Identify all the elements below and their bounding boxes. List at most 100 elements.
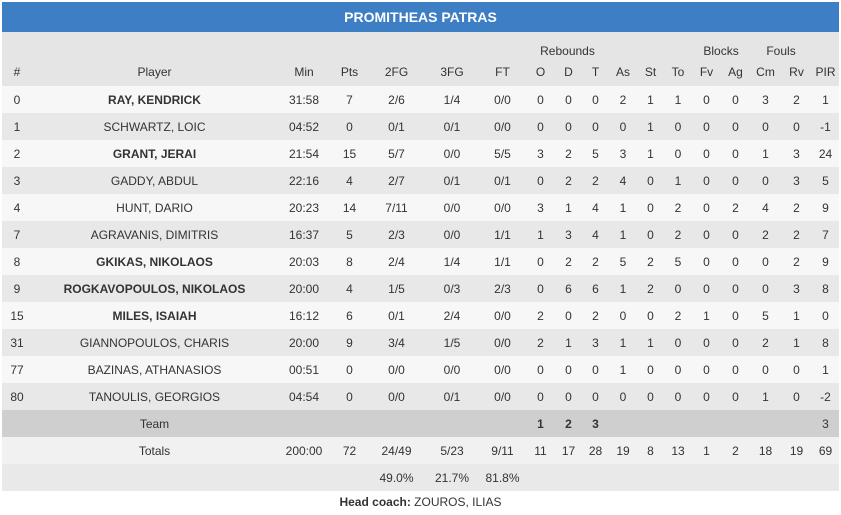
col-header-fv[interactable]: Fv	[699, 65, 714, 79]
col-header-d[interactable]: D	[564, 65, 573, 79]
stat-as: 2	[619, 92, 627, 107]
stat-o: 2	[537, 308, 544, 323]
stat-fg2: 0/0	[388, 362, 405, 377]
stat-d: 2	[565, 254, 572, 269]
totals-cm: 18	[758, 443, 773, 458]
stat-cm: 4	[762, 200, 769, 215]
player-name[interactable]: MILES, ISAIAH	[112, 308, 197, 323]
stat-st: 0	[647, 389, 654, 404]
stat-cm: 1	[762, 389, 769, 404]
col-header-number[interactable]: #	[13, 65, 21, 79]
stat-d: 0	[565, 362, 572, 377]
player-number: 0	[13, 92, 21, 107]
col-header-3fg[interactable]: 3FG	[440, 65, 464, 79]
stat-ag: 0	[732, 362, 739, 377]
pct-3fg: 21.7%	[434, 470, 470, 485]
stat-ft: 1/1	[494, 227, 511, 242]
stat-pir: -1	[820, 119, 831, 134]
stat-ag: 0	[732, 335, 739, 350]
stat-ag: 0	[732, 389, 739, 404]
stat-fg3: 0/1	[443, 173, 461, 188]
player-name[interactable]: AGRAVANIS, DIMITRIS	[90, 227, 219, 242]
stat-fg3: 0/0	[443, 200, 461, 215]
player-number: 77	[10, 362, 24, 377]
stat-fg2: 7/11	[385, 200, 408, 215]
stat-as: 1	[619, 227, 627, 242]
stat-cm: 0	[762, 254, 769, 269]
boxscore-table: Rebounds Blocks Fouls # Player Min Pts 2…	[2, 32, 840, 491]
player-name[interactable]: SCHWARTZ, LOIC	[103, 119, 206, 134]
stat-min: 16:12	[288, 308, 320, 323]
col-header-ft[interactable]: FT	[495, 65, 510, 79]
player-name[interactable]: GRANT, JERAI	[112, 146, 197, 161]
player-row: 15 MILES, ISAIAH 16:12 6 0/1 2/4 0/0 2 0 2 0 0 2 1 0 5 1…	[2, 302, 840, 329]
stat-o: 2	[537, 335, 544, 350]
player-row: 4 HUNT, DARIO 20:23 14 7/11 0/0 0/0 3 1 4 1 0 2 0 2 4 2 9	[2, 194, 840, 221]
stat-rv: 1	[793, 335, 800, 350]
player-name[interactable]: TANOULIS, GEORGIOS	[88, 389, 221, 404]
col-header-min[interactable]: Min	[294, 65, 314, 79]
stat-min: 04:54	[288, 389, 320, 404]
stat-pir: 8	[822, 281, 829, 296]
col-header-st[interactable]: St	[644, 65, 657, 79]
col-header-rv[interactable]: Rv	[789, 65, 804, 79]
player-name[interactable]: RAY, KENDRICK	[108, 92, 201, 107]
stat-min: 20:00	[288, 281, 320, 296]
stat-cm: 1	[762, 146, 769, 161]
stat-fg3: 0/1	[443, 389, 461, 404]
player-number: 9	[13, 281, 21, 296]
col-header-as[interactable]: As	[616, 65, 631, 79]
player-name[interactable]: BAZINAS, ATHANASIOS	[87, 362, 222, 377]
stat-as: 1	[619, 200, 627, 215]
player-name[interactable]: GIANNOPOULOS, CHARIS	[79, 335, 230, 350]
stat-fg2: 3/4	[388, 335, 405, 350]
player-name[interactable]: GADDY, ABDUL	[110, 173, 199, 188]
stat-ag: 0	[732, 254, 739, 269]
stat-ft: 0/0	[494, 389, 511, 404]
stat-cm: 0	[762, 119, 769, 134]
col-header-t[interactable]: T	[591, 65, 600, 79]
stat-fg3: 1/4	[443, 92, 461, 107]
player-number: 31	[10, 335, 24, 350]
stat-fg2: 0/1	[388, 119, 405, 134]
player-row: 77 BAZINAS, ATHANASIOS 00:51 0 0/0 0/0 0/0 0 0 0 1…	[2, 356, 840, 383]
player-name[interactable]: ROGKAVOPOULOS, NIKOLAOS	[63, 281, 246, 296]
team-d: 2	[565, 416, 572, 431]
stat-rv: 3	[793, 281, 800, 296]
stat-rv: 0	[793, 389, 800, 404]
stat-st: 0	[647, 200, 654, 215]
stat-pts: 0	[346, 362, 353, 377]
col-header-ag[interactable]: Ag	[728, 65, 743, 79]
stat-rv: 3	[793, 146, 800, 161]
team-row: Team 1 2 3 3	[2, 410, 840, 437]
stat-ag: 0	[732, 119, 739, 134]
stat-cm: 0	[762, 281, 769, 296]
col-header-pir[interactable]: PIR	[815, 65, 836, 79]
col-header-cm[interactable]: Cm	[756, 65, 775, 79]
col-header-o[interactable]: O	[535, 65, 546, 79]
stat-to: 0	[674, 146, 682, 161]
stat-fv: 0	[703, 227, 710, 242]
col-header-2fg[interactable]: 2FG	[384, 65, 409, 79]
stat-min: 20:23	[288, 200, 320, 215]
stat-pir: 24	[818, 146, 833, 161]
player-number: 4	[13, 200, 21, 215]
stat-ag: 0	[732, 146, 739, 161]
col-header-to[interactable]: To	[671, 65, 685, 79]
stat-fv: 0	[703, 146, 710, 161]
totals-ag: 2	[732, 443, 739, 458]
stat-o: 0	[537, 173, 544, 188]
stat-ft: 0/1	[494, 173, 511, 188]
stat-as: 0	[619, 119, 627, 134]
totals-ft: 9/11	[491, 443, 514, 458]
stat-to: 1	[674, 92, 682, 107]
player-row: 1 SCHWARTZ, LOIC 04:52 0 0/1 0/1 0/0 0 0 0 0 1 0 0 0 0 0…	[2, 113, 840, 140]
col-header-player[interactable]: Player	[137, 65, 172, 79]
player-name[interactable]: HUNT, DARIO	[116, 200, 193, 215]
stat-pts: 9	[346, 335, 353, 350]
stat-d: 0	[565, 92, 572, 107]
stat-rv: 2	[793, 227, 800, 242]
player-name[interactable]: GKIKAS, NIKOLAOS	[96, 254, 213, 269]
stat-d: 0	[565, 119, 572, 134]
col-header-pts[interactable]: Pts	[340, 65, 359, 79]
